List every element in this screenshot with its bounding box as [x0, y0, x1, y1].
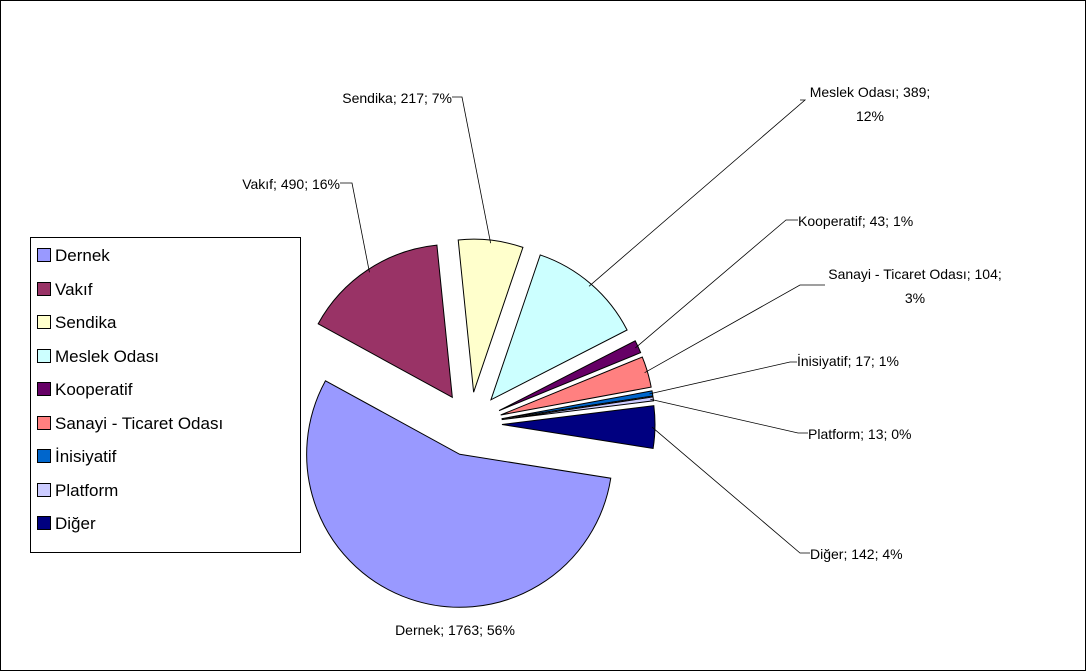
pie-slice	[306, 380, 612, 608]
leader-line	[588, 99, 807, 287]
legend-swatch	[37, 449, 51, 463]
data-label: Platform; 13; 0%	[808, 426, 912, 442]
legend-swatch	[37, 281, 51, 296]
legend-label: İnisiyatif	[55, 447, 117, 466]
data-label: Kooperatif; 43; 1%	[798, 213, 914, 229]
leader-line	[651, 426, 810, 554]
legend-item: Dernek	[37, 244, 110, 268]
legend-swatch	[37, 482, 51, 497]
legend-swatch	[37, 248, 51, 262]
legend-item: Platform	[37, 479, 118, 503]
legend-label: Platform	[55, 480, 119, 500]
data-label: İnisiyatif; 17; 1%	[797, 353, 899, 369]
leader-line	[635, 219, 798, 349]
leader-line	[644, 284, 825, 374]
leader-line	[650, 398, 808, 434]
pie-slice	[500, 356, 652, 416]
legend-item: Vakıf	[37, 278, 92, 302]
legend-label: Diğer	[55, 514, 96, 533]
data-label: Meslek Odası; 389; 12%	[809, 84, 931, 124]
data-label: Sanayi - Ticaret Odası; 104; 3%	[828, 266, 1002, 306]
pie-slice	[490, 254, 628, 401]
pie-slice	[457, 238, 524, 393]
legend-box	[30, 237, 301, 553]
legend-swatch	[37, 415, 51, 430]
legend-label: Kooperatif	[55, 380, 133, 399]
legend-swatch	[37, 315, 51, 329]
legend-item: Diğer	[37, 512, 96, 536]
legend-item: Kooperatif	[37, 378, 133, 402]
legend-label: Meslek Odası	[55, 346, 159, 366]
leader-line	[340, 182, 370, 273]
legend-label: Sendika	[55, 313, 117, 332]
data-label: Vakıf; 490; 16%	[242, 176, 340, 192]
legend-item: Sendika	[37, 311, 116, 335]
data-label: Diğer; 142; 4%	[810, 546, 903, 562]
leader-line	[452, 96, 492, 244]
data-label: Dernek; 1763; 56%	[395, 622, 515, 638]
legend-item: İnisiyatif	[37, 445, 116, 469]
pie-slice	[498, 340, 642, 412]
legend-item: Meslek Odası	[37, 345, 159, 369]
pie-slice	[317, 244, 453, 399]
legend-label: Dernek	[55, 246, 110, 265]
legend-item: Sanayi - Ticaret Odası	[37, 412, 223, 436]
legend-label: Sanayi - Ticaret Odası	[55, 413, 224, 433]
leader-line	[649, 361, 797, 395]
legend-swatch	[37, 382, 51, 396]
pie-slice	[501, 405, 656, 450]
pie-slice	[501, 396, 655, 421]
legend-label: Vakıf	[55, 279, 93, 299]
data-label: Sendika; 217; 7%	[342, 90, 452, 106]
legend-swatch	[37, 348, 51, 363]
legend-swatch	[37, 516, 51, 530]
